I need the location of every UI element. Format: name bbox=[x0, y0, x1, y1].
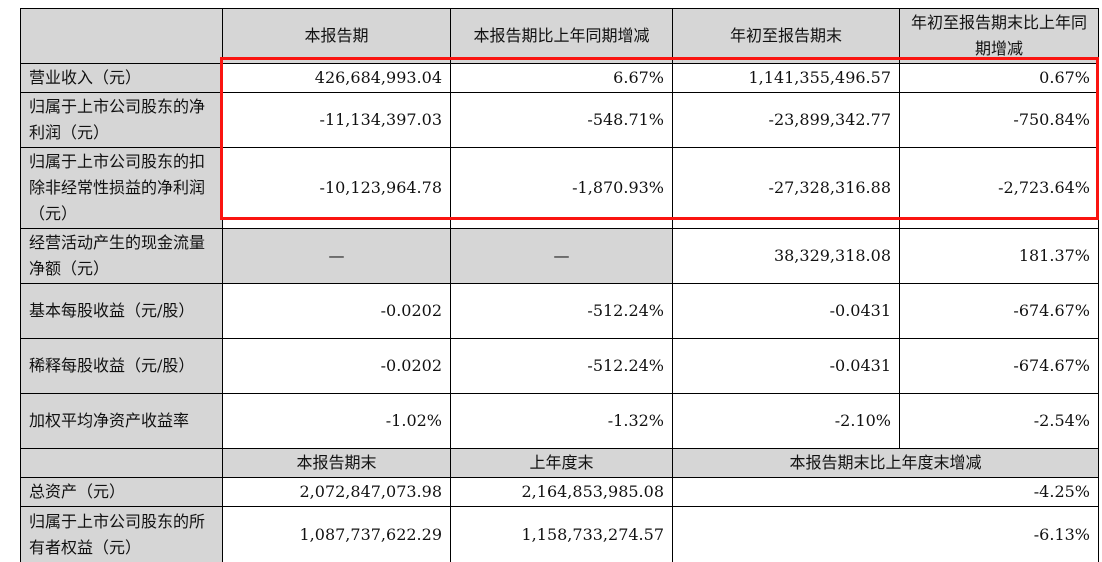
cell-value: -2.10% bbox=[672, 393, 900, 449]
table-row-operating-cash-flow: 经营活动产生的现金流量净额（元） — — 38,329,318.08 181.3… bbox=[20, 228, 1099, 284]
row-label: 加权平均净资产收益率 bbox=[20, 393, 223, 449]
cell-value: -1.32% bbox=[450, 393, 673, 449]
cell-value: 1,158,733,274.57 bbox=[450, 506, 673, 562]
cell-value: 1,087,737,622.29 bbox=[222, 506, 451, 562]
financial-summary-table: 本报告期 本报告期比上年同期增减 年初至报告期末 年初至报告期末比上年同期增减 … bbox=[20, 8, 1099, 562]
header-cell-yoy-change: 本报告期比上年同期增减 bbox=[450, 8, 673, 64]
cell-value: -2,723.64% bbox=[899, 147, 1099, 229]
table-row-diluted-eps: 稀释每股收益（元/股） -0.0202 -512.24% -0.0431 -67… bbox=[20, 338, 1099, 394]
table-row-owners-equity: 归属于上市公司股东的所有者权益（元） 1,087,737,622.29 1,15… bbox=[20, 506, 1099, 562]
cell-value: -6.13% bbox=[672, 506, 1099, 562]
table-row-revenue: 营业收入（元） 426,684,993.04 6.67% 1,141,355,4… bbox=[20, 63, 1099, 93]
subheader-cell-blank bbox=[20, 448, 223, 478]
cell-value: -674.67% bbox=[899, 283, 1099, 339]
cell-value: -750.84% bbox=[899, 92, 1099, 148]
cell-dash: — bbox=[222, 228, 451, 284]
cell-value: 38,329,318.08 bbox=[672, 228, 900, 284]
row-label: 营业收入（元） bbox=[20, 63, 223, 93]
cell-value: 1,141,355,496.57 bbox=[672, 63, 900, 93]
row-label: 归属于上市公司股东的扣除非经常性损益的净利润（元） bbox=[20, 147, 223, 229]
cell-value: 6.67% bbox=[450, 63, 673, 93]
cell-value: -1,870.93% bbox=[450, 147, 673, 229]
header-cell-ytd: 年初至报告期末 bbox=[672, 8, 900, 64]
cell-value: -0.0431 bbox=[672, 283, 900, 339]
header-cell-current-period: 本报告期 bbox=[222, 8, 451, 64]
row-label: 归属于上市公司股东的所有者权益（元） bbox=[20, 506, 223, 562]
cell-value: -512.24% bbox=[450, 338, 673, 394]
header-cell-blank bbox=[20, 8, 223, 64]
cell-value: 2,072,847,073.98 bbox=[222, 477, 451, 507]
table-row-net-profit-excl-nonrecurring: 归属于上市公司股东的扣除非经常性损益的净利润（元） -10,123,964.78… bbox=[20, 147, 1099, 229]
row-label: 总资产（元） bbox=[20, 477, 223, 507]
cell-value: -27,328,316.88 bbox=[672, 147, 900, 229]
table-row-basic-eps: 基本每股收益（元/股） -0.0202 -512.24% -0.0431 -67… bbox=[20, 283, 1099, 339]
subheader-cell-prior-year-end: 上年度末 bbox=[450, 448, 673, 478]
row-label: 归属于上市公司股东的净利润（元） bbox=[20, 92, 223, 148]
cell-value: -11,134,397.03 bbox=[222, 92, 451, 148]
subheader-cell-period-end: 本报告期末 bbox=[222, 448, 451, 478]
cell-value: -674.67% bbox=[899, 338, 1099, 394]
cell-value: -4.25% bbox=[672, 477, 1099, 507]
cell-value: -23,899,342.77 bbox=[672, 92, 900, 148]
cell-value: 181.37% bbox=[899, 228, 1099, 284]
cell-value: 0.67% bbox=[899, 63, 1099, 93]
cell-value: -548.71% bbox=[450, 92, 673, 148]
cell-value: -10,123,964.78 bbox=[222, 147, 451, 229]
table-header-row: 本报告期 本报告期比上年同期增减 年初至报告期末 年初至报告期末比上年同期增减 bbox=[20, 8, 1099, 64]
row-label: 稀释每股收益（元/股） bbox=[20, 338, 223, 394]
cell-value: -0.0202 bbox=[222, 283, 451, 339]
header-cell-ytd-yoy-change: 年初至报告期末比上年同期增减 bbox=[899, 8, 1099, 64]
cell-value: -0.0431 bbox=[672, 338, 900, 394]
cell-value: -0.0202 bbox=[222, 338, 451, 394]
cell-value: 426,684,993.04 bbox=[222, 63, 451, 93]
cell-value: -1.02% bbox=[222, 393, 451, 449]
cell-dash: — bbox=[450, 228, 673, 284]
row-label: 经营活动产生的现金流量净额（元） bbox=[20, 228, 223, 284]
table-subheader-row: 本报告期末 上年度末 本报告期末比上年度末增减 bbox=[20, 448, 1099, 478]
cell-value: -2.54% bbox=[899, 393, 1099, 449]
cell-value: -512.24% bbox=[450, 283, 673, 339]
table-row-weighted-avg-roe: 加权平均净资产收益率 -1.02% -1.32% -2.10% -2.54% bbox=[20, 393, 1099, 449]
table-row-total-assets: 总资产（元） 2,072,847,073.98 2,164,853,985.08… bbox=[20, 477, 1099, 507]
subheader-cell-change-vs-prior-year-end: 本报告期末比上年度末增减 bbox=[672, 448, 1099, 478]
cell-value: 2,164,853,985.08 bbox=[450, 477, 673, 507]
table-row-net-profit: 归属于上市公司股东的净利润（元） -11,134,397.03 -548.71%… bbox=[20, 92, 1099, 148]
row-label: 基本每股收益（元/股） bbox=[20, 283, 223, 339]
